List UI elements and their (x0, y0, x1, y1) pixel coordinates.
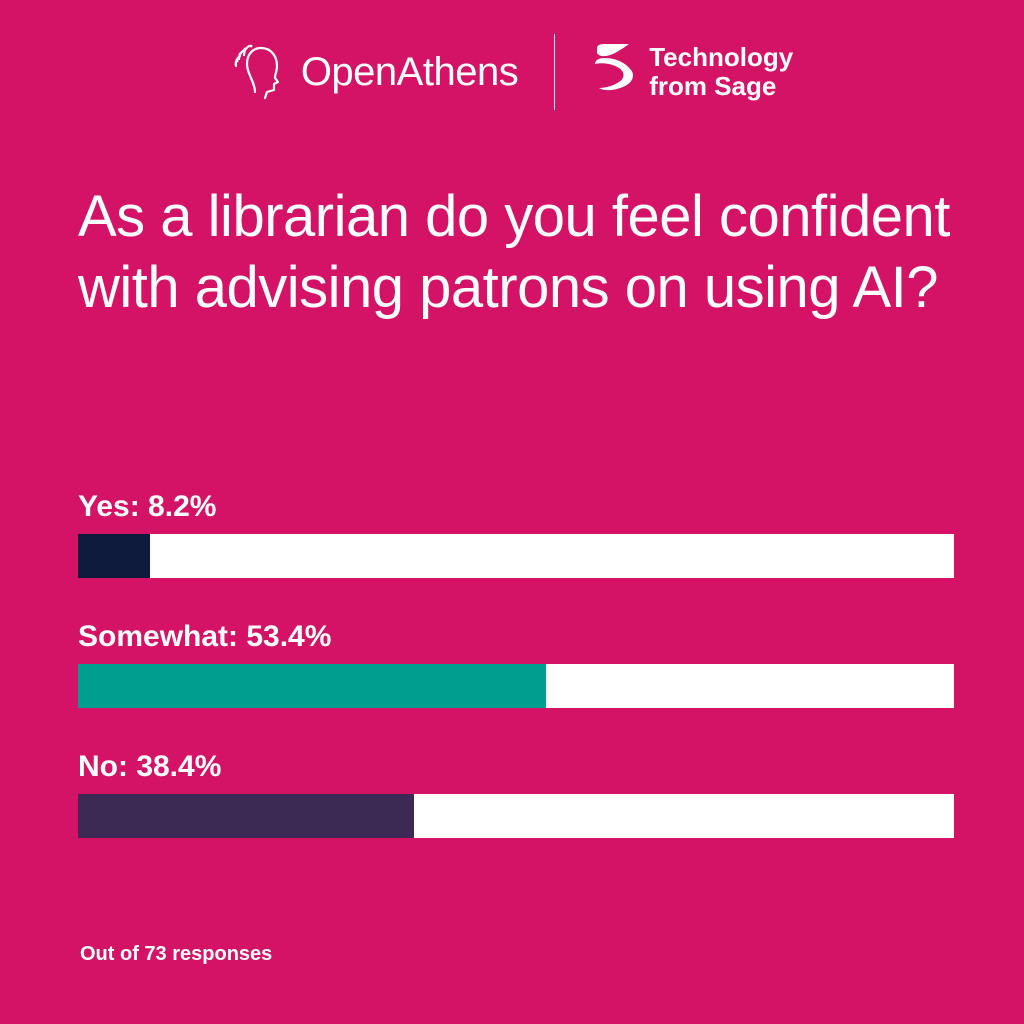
sage-wordmark: Technology from Sage (649, 43, 793, 100)
bar-label: Yes: 8.2% (78, 490, 954, 524)
bar-chart: Yes: 8.2% Somewhat: 53.4% No: 38.4% (78, 490, 954, 880)
bar-track (78, 794, 954, 838)
sage-line2: from Sage (649, 72, 793, 101)
bar-label: Somewhat: 53.4% (78, 620, 954, 654)
bar-track (78, 534, 954, 578)
openathens-wordmark: OpenAthens (301, 50, 518, 95)
bar-fill (78, 794, 414, 838)
sage-logo: Technology from Sage (591, 43, 793, 100)
bar-group: Yes: 8.2% (78, 490, 954, 578)
sage-line1: Technology (649, 43, 793, 72)
bar-group: Somewhat: 53.4% (78, 620, 954, 708)
bar-group: No: 38.4% (78, 750, 954, 838)
sage-s-icon (591, 44, 635, 101)
infographic-canvas: OpenAthens Technology from Sage As a lib… (0, 0, 1024, 1024)
openathens-head-icon (231, 38, 287, 107)
bar-track (78, 664, 954, 708)
header: OpenAthens Technology from Sage (0, 34, 1024, 110)
bar-fill (78, 664, 546, 708)
response-count: Out of 73 responses (80, 943, 272, 966)
header-divider (554, 34, 555, 110)
bar-label: No: 38.4% (78, 750, 954, 784)
bar-fill (78, 534, 150, 578)
survey-question: As a librarian do you feel confident wit… (78, 182, 964, 324)
openathens-logo: OpenAthens (231, 38, 518, 107)
